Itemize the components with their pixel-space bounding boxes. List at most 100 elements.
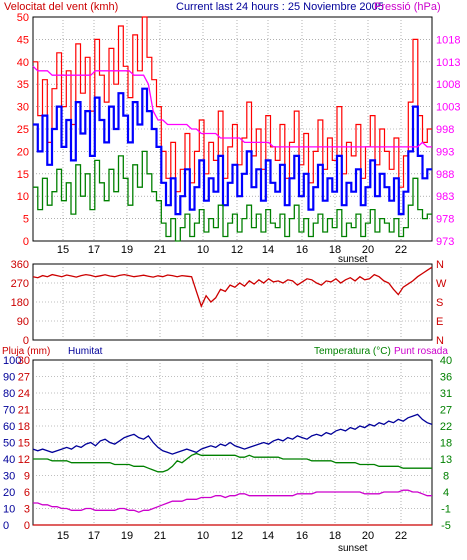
wind-speed-axis-title: Velocitat del vent (kmh) xyxy=(4,1,118,13)
humidity-tick-label: 90 xyxy=(3,372,15,384)
direction-tick-label: 360 xyxy=(11,259,29,271)
dewpoint-axis-title: Punt rosada xyxy=(394,346,448,357)
climate-time-tick-label: 20 xyxy=(362,530,374,542)
direction-tick-label: 90 xyxy=(17,316,29,328)
climate-time-tick-label: 16 xyxy=(296,530,308,542)
rain-tick-label: 6 xyxy=(24,487,30,499)
time-tick-label: 12 xyxy=(231,244,243,256)
wind-direction-line xyxy=(32,266,433,308)
humidity-tick-label: 10 xyxy=(3,504,15,516)
direction-tick-label: 0 xyxy=(23,335,29,347)
wind-average-line xyxy=(33,87,432,216)
wind-tick-label: 50 xyxy=(17,12,29,24)
wind-tick-label: 40 xyxy=(17,57,29,69)
wind-tick-label: 10 xyxy=(17,191,29,203)
time-tick-label: 22 xyxy=(395,244,407,256)
humidity-tick-label: 50 xyxy=(3,438,15,450)
compass-tick-label: S xyxy=(436,297,443,309)
wind-tick-label: 5 xyxy=(23,214,29,226)
rain-tick-label: 12 xyxy=(18,454,30,466)
wind-tick-label: 15 xyxy=(17,169,29,181)
wind-tick-label: 45 xyxy=(17,34,29,46)
dewpoint-line xyxy=(33,489,432,513)
pressure-tick-label: 1003 xyxy=(436,102,460,114)
temperature-tick-label: -5 xyxy=(441,520,451,532)
pressure-tick-label: 983 xyxy=(436,191,454,203)
rain-tick-label: 24 xyxy=(18,388,30,400)
time-tick-label: 14 xyxy=(262,244,274,256)
pressure-tick-label: 993 xyxy=(436,146,454,158)
rain-tick-label: 0 xyxy=(24,520,30,532)
pressure-tick-label: 1018 xyxy=(436,34,460,46)
time-tick-label: 10 xyxy=(197,244,209,256)
rain-tick-label: 21 xyxy=(18,405,30,417)
pressure-tick-label: 1013 xyxy=(436,57,460,69)
time-tick-label: 18 xyxy=(329,244,341,256)
climate-time-tick-label: 19 xyxy=(121,530,133,542)
pressure-tick-label: 973 xyxy=(436,236,454,248)
climate-time-tick-label: 15 xyxy=(57,530,69,542)
sunset-label-top: sunset xyxy=(338,254,368,265)
compass-tick-label: N xyxy=(436,259,444,271)
humidity-line xyxy=(32,413,433,455)
rain-tick-label: 15 xyxy=(18,438,30,450)
compass-tick-label: N xyxy=(436,335,444,347)
wind-tick-label: 35 xyxy=(17,79,29,91)
temperature-line xyxy=(33,452,432,473)
climate-time-tick-label: 21 xyxy=(154,530,166,542)
pressure-line xyxy=(32,65,432,148)
time-tick-label: 17 xyxy=(88,244,100,256)
wind-minimum-line xyxy=(33,150,432,242)
pressure-tick-label: 1008 xyxy=(436,79,460,91)
pressure-axis-title: Pressió (hPa) xyxy=(374,1,441,13)
temperature-tick-label: -1 xyxy=(441,504,451,516)
time-tick-label: 20 xyxy=(362,244,374,256)
rain-axis-title: Pluja (mm) xyxy=(2,346,50,357)
humidity-tick-label: 70 xyxy=(3,405,15,417)
wind-gust-line xyxy=(33,16,432,193)
humidity-tick-label: 100 xyxy=(3,355,21,367)
climate-time-tick-label: 22 xyxy=(395,530,407,542)
pressure-tick-label: 978 xyxy=(436,214,454,226)
direction-tick-label: 180 xyxy=(11,297,29,309)
time-tick-label: 15 xyxy=(57,244,69,256)
rain-tick-label: 9 xyxy=(24,471,30,483)
current-period-title: Current last 24 hours : 25 Noviembre 200… xyxy=(176,1,384,13)
temperature-tick-label: 22 xyxy=(440,421,452,433)
temperature-tick-label: 40 xyxy=(440,355,452,367)
pressure-tick-label: 998 xyxy=(436,124,454,136)
humidity-tick-label: 30 xyxy=(3,471,15,483)
humidity-tick-label: 0 xyxy=(3,520,9,532)
sunset-label-bottom: sunset xyxy=(338,543,368,554)
rain-tick-label: 3 xyxy=(24,504,30,516)
rain-tick-label: 27 xyxy=(18,372,30,384)
wind-tick-label: 20 xyxy=(17,146,29,158)
humidity-tick-label: 20 xyxy=(3,487,15,499)
temperature-axis-title: Temperatura (°C) xyxy=(314,346,391,357)
temperature-tick-label: 8 xyxy=(443,471,449,483)
humidity-tick-label: 80 xyxy=(3,388,15,400)
rain-tick-label: 30 xyxy=(18,355,30,367)
temperature-tick-label: 18 xyxy=(440,438,452,450)
wind-tick-label: 30 xyxy=(17,102,29,114)
climate-time-tick-label: 17 xyxy=(88,530,100,542)
climate-time-tick-label: 12 xyxy=(231,530,243,542)
humidity-tick-label: 60 xyxy=(3,421,15,433)
temperature-tick-label: 27 xyxy=(440,405,452,417)
humidity-tick-label: 40 xyxy=(3,454,15,466)
climate-time-tick-label: 18 xyxy=(329,530,341,542)
wind-tick-label: 25 xyxy=(17,124,29,136)
compass-tick-label: W xyxy=(436,278,447,290)
temperature-tick-label: 13 xyxy=(440,454,452,466)
compass-tick-label: E xyxy=(436,316,443,328)
direction-tick-label: 270 xyxy=(11,278,29,290)
pressure-tick-label: 988 xyxy=(436,169,454,181)
temperature-tick-label: 36 xyxy=(440,372,452,384)
wind-tick-label: 0 xyxy=(23,236,29,248)
time-tick-label: 16 xyxy=(296,244,308,256)
climate-time-tick-label: 10 xyxy=(197,530,209,542)
rain-tick-label: 18 xyxy=(18,421,30,433)
temperature-tick-label: 31 xyxy=(440,388,452,400)
